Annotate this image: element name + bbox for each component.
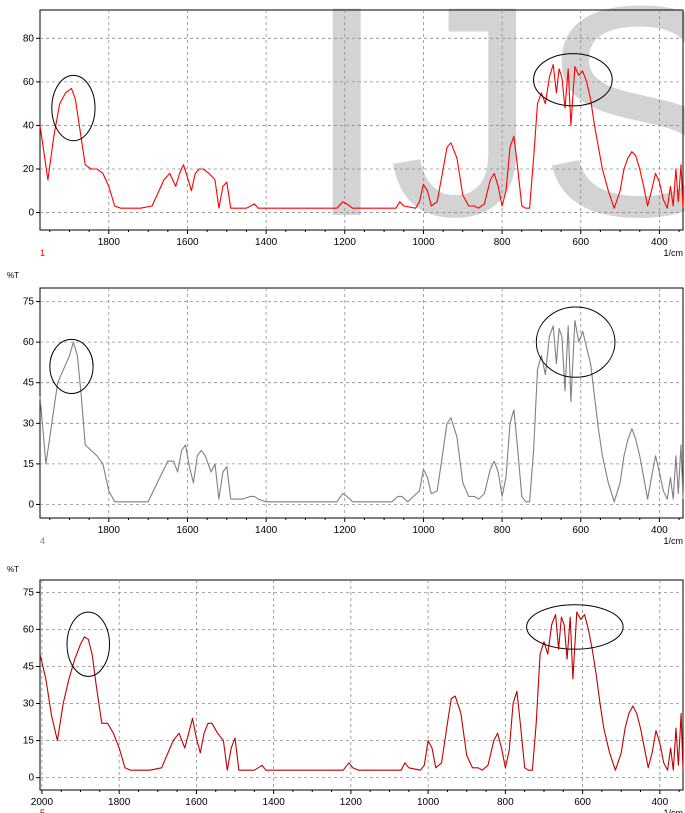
spectrum-panel-1: 0 20 40 60 80 1800 1600 1400 1200 1000 800 600 400 %T… xyxy=(0,0,685,262)
c3-xtick-label-1600: 1600 xyxy=(185,797,208,808)
c2-highlight-ellipse-1 xyxy=(49,338,94,395)
c2-xtick-label-400: 400 xyxy=(651,525,668,536)
c2-highlight-ellipse-2 xyxy=(535,306,616,378)
c1-ylabel: %T xyxy=(7,0,19,2)
c3-xtick-label-600: 600 xyxy=(574,797,591,808)
c3-ytick-label-75: 75 xyxy=(23,587,35,598)
c3-plot-frame xyxy=(39,579,684,791)
c1-index-label: 1 xyxy=(40,248,45,258)
c2-ytick-label-45: 45 xyxy=(23,378,35,389)
c1-ytick-label-80: 80 xyxy=(23,33,35,44)
c2-xtick-label-1800: 1800 xyxy=(98,525,121,536)
spectrum-chart-2: 0 15 30 45 60 75 1800 1600 1400 1200 1000 800 600 400… xyxy=(7,271,684,546)
c2-index-label: 4 xyxy=(40,536,45,546)
spectrum-panel-2: 0 15 30 45 60 75 1800 1600 1400 1200 1000 800 600 400… xyxy=(0,271,685,546)
c1-xtick-label-600: 600 xyxy=(572,237,589,248)
c3-index-label: 5 xyxy=(40,808,45,813)
c1-xtick-label-800: 800 xyxy=(494,237,511,248)
c1-ytick-label-40: 40 xyxy=(23,120,35,131)
c3-ytick-label-15: 15 xyxy=(23,736,35,747)
c1-xtick-label-1000: 1000 xyxy=(412,237,435,248)
c2-ytick-label-75: 75 xyxy=(23,297,35,308)
c2-xtick-label-600: 600 xyxy=(572,525,589,536)
c3-ytick-label-45: 45 xyxy=(23,661,35,672)
c1-plot-frame xyxy=(39,9,684,231)
c1-highlight-ellipse-2 xyxy=(533,53,613,107)
c1-xtick-label-1200: 1200 xyxy=(334,237,357,248)
c2-ytick-label-15: 15 xyxy=(23,459,35,470)
c3-xtick-label-1800: 1800 xyxy=(108,797,131,808)
c1-xunit-label: 1/cm xyxy=(663,248,683,258)
c3-ytick-label-0: 0 xyxy=(28,773,34,784)
c1-spectrum-line xyxy=(39,63,684,209)
c3-ytick-label-30: 30 xyxy=(23,699,35,710)
c3-highlight-ellipse-2 xyxy=(526,604,624,650)
c2-spectrum-line xyxy=(39,319,684,503)
c1-highlight-ellipse-1 xyxy=(51,74,96,142)
c1-xtick-label-1400: 1400 xyxy=(255,237,278,248)
c2-plot-frame xyxy=(39,287,684,519)
c3-xtick-label-1000: 1000 xyxy=(417,797,440,808)
c2-xtick-label-1400: 1400 xyxy=(255,525,278,536)
c2-xtick-label-1000: 1000 xyxy=(412,525,435,536)
c3-xtick-label-400: 400 xyxy=(651,797,668,808)
c3-xtick-label-800: 800 xyxy=(497,797,514,808)
spectrum-panel-3: 0 15 30 45 60 75 2000 1800 1600 1400 1200 1000 800 60… xyxy=(0,565,685,813)
c1-xtick-label-400: 400 xyxy=(651,237,668,248)
c2-xtick-label-1600: 1600 xyxy=(176,525,199,536)
c1-xtick-label-1800: 1800 xyxy=(98,237,121,248)
c2-ytick-label-0: 0 xyxy=(28,499,34,510)
c2-ylabel: %T xyxy=(7,271,19,280)
c3-ytick-label-60: 60 xyxy=(23,624,35,635)
c2-xtick-label-1200: 1200 xyxy=(334,525,357,536)
c2-xtick-label-800: 800 xyxy=(494,525,511,536)
spectrum-chart-1: 0 20 40 60 80 1800 1600 1400 1200 1000 800 600 400 %T… xyxy=(7,0,684,258)
c1-ytick-label-60: 60 xyxy=(23,77,35,88)
c3-highlight-ellipse-1 xyxy=(66,611,111,677)
c2-ytick-label-60: 60 xyxy=(23,337,35,348)
c1-ytick-label-0: 0 xyxy=(28,208,34,219)
c3-xtick-label-2000: 2000 xyxy=(31,797,54,808)
c3-xtick-label-1200: 1200 xyxy=(340,797,363,808)
c3-xunit-label: 1/cm xyxy=(663,808,683,813)
c3-ylabel: %T xyxy=(7,565,19,574)
c2-ytick-label-30: 30 xyxy=(23,418,35,429)
c1-xtick-label-1600: 1600 xyxy=(176,237,199,248)
c1-ytick-label-20: 20 xyxy=(23,164,35,175)
spectrum-chart-3: 0 15 30 45 60 75 2000 1800 1600 1400 1200 1000 800 60… xyxy=(7,565,684,813)
c3-spectrum-line xyxy=(39,611,684,771)
c3-xtick-label-1400: 1400 xyxy=(263,797,286,808)
c2-xunit-label: 1/cm xyxy=(663,536,683,546)
